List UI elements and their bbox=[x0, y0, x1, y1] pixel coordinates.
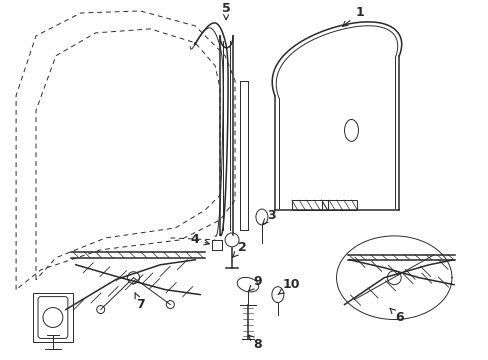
Circle shape bbox=[97, 306, 104, 314]
Text: 2: 2 bbox=[232, 241, 246, 257]
Text: 7: 7 bbox=[135, 293, 144, 311]
Text: 9: 9 bbox=[248, 275, 262, 291]
Circle shape bbox=[386, 271, 401, 285]
Text: 6: 6 bbox=[389, 308, 403, 324]
Text: 10: 10 bbox=[277, 278, 300, 294]
Text: 5: 5 bbox=[221, 3, 230, 20]
Text: 8: 8 bbox=[248, 335, 262, 351]
Circle shape bbox=[127, 272, 139, 284]
Circle shape bbox=[166, 301, 174, 309]
Text: 1: 1 bbox=[342, 6, 363, 26]
Text: 4: 4 bbox=[190, 233, 209, 246]
Text: 3: 3 bbox=[262, 208, 276, 224]
